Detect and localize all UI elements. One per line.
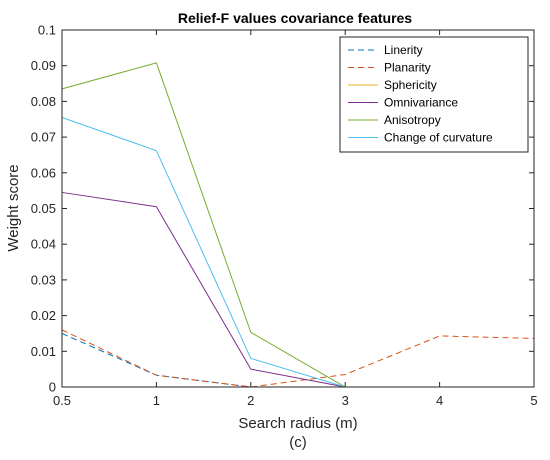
y-tick-label: 0.04: [31, 237, 56, 252]
x-tick-label: 1: [153, 393, 160, 408]
y-tick-label: 0.09: [31, 58, 56, 73]
legend-label-omnivariance: Omnivariance: [384, 96, 458, 110]
legend: Linerity Planarity Sphericity Omnivariance A…: [339, 36, 529, 153]
legend-box: [339, 36, 529, 153]
y-tick-label: 0.01: [31, 344, 56, 359]
y-axis-label: Weight score: [5, 164, 22, 251]
legend-label-change-of-curvature: Change of curvature: [384, 131, 493, 145]
x-tick-label: 2: [247, 393, 254, 408]
legend-label-anisotropy: Anisotropy: [384, 113, 441, 127]
y-tick-label: 0.07: [31, 130, 56, 145]
series-line-planarity: [61, 329, 535, 388]
y-tick-label: 0.1: [38, 23, 56, 38]
y-tick-label: 0: [49, 380, 56, 395]
x-tick-label: 5: [530, 393, 537, 408]
y-tick-label: 0.03: [31, 272, 56, 287]
y-tick-label: 0.08: [31, 94, 56, 109]
x-axis-ticks: 0.5 1 2 3 4 5: [53, 30, 538, 408]
legend-label-planarity: Planarity: [384, 61, 431, 75]
y-tick-label: 0.05: [31, 201, 56, 216]
legend-label-linerity: Linerity: [384, 43, 423, 57]
figure-caption: (c): [289, 434, 307, 451]
legend-label-sphericity: Sphericity: [384, 78, 437, 92]
chart-title: Relief-F values covariance features: [178, 10, 412, 26]
y-axis-ticks: 0 0.01 0.02 0.03 0.04 0.05 0.06 0.07 0.08 0.09 0.1: [31, 23, 534, 395]
y-tick-label: 0.02: [31, 308, 56, 323]
y-tick-label: 0.06: [31, 165, 56, 180]
x-tick-label: 4: [436, 393, 443, 408]
x-axis-label: Search radius (m): [238, 415, 357, 432]
x-tick-label: 0.5: [53, 393, 71, 408]
x-tick-label: 3: [342, 393, 349, 408]
